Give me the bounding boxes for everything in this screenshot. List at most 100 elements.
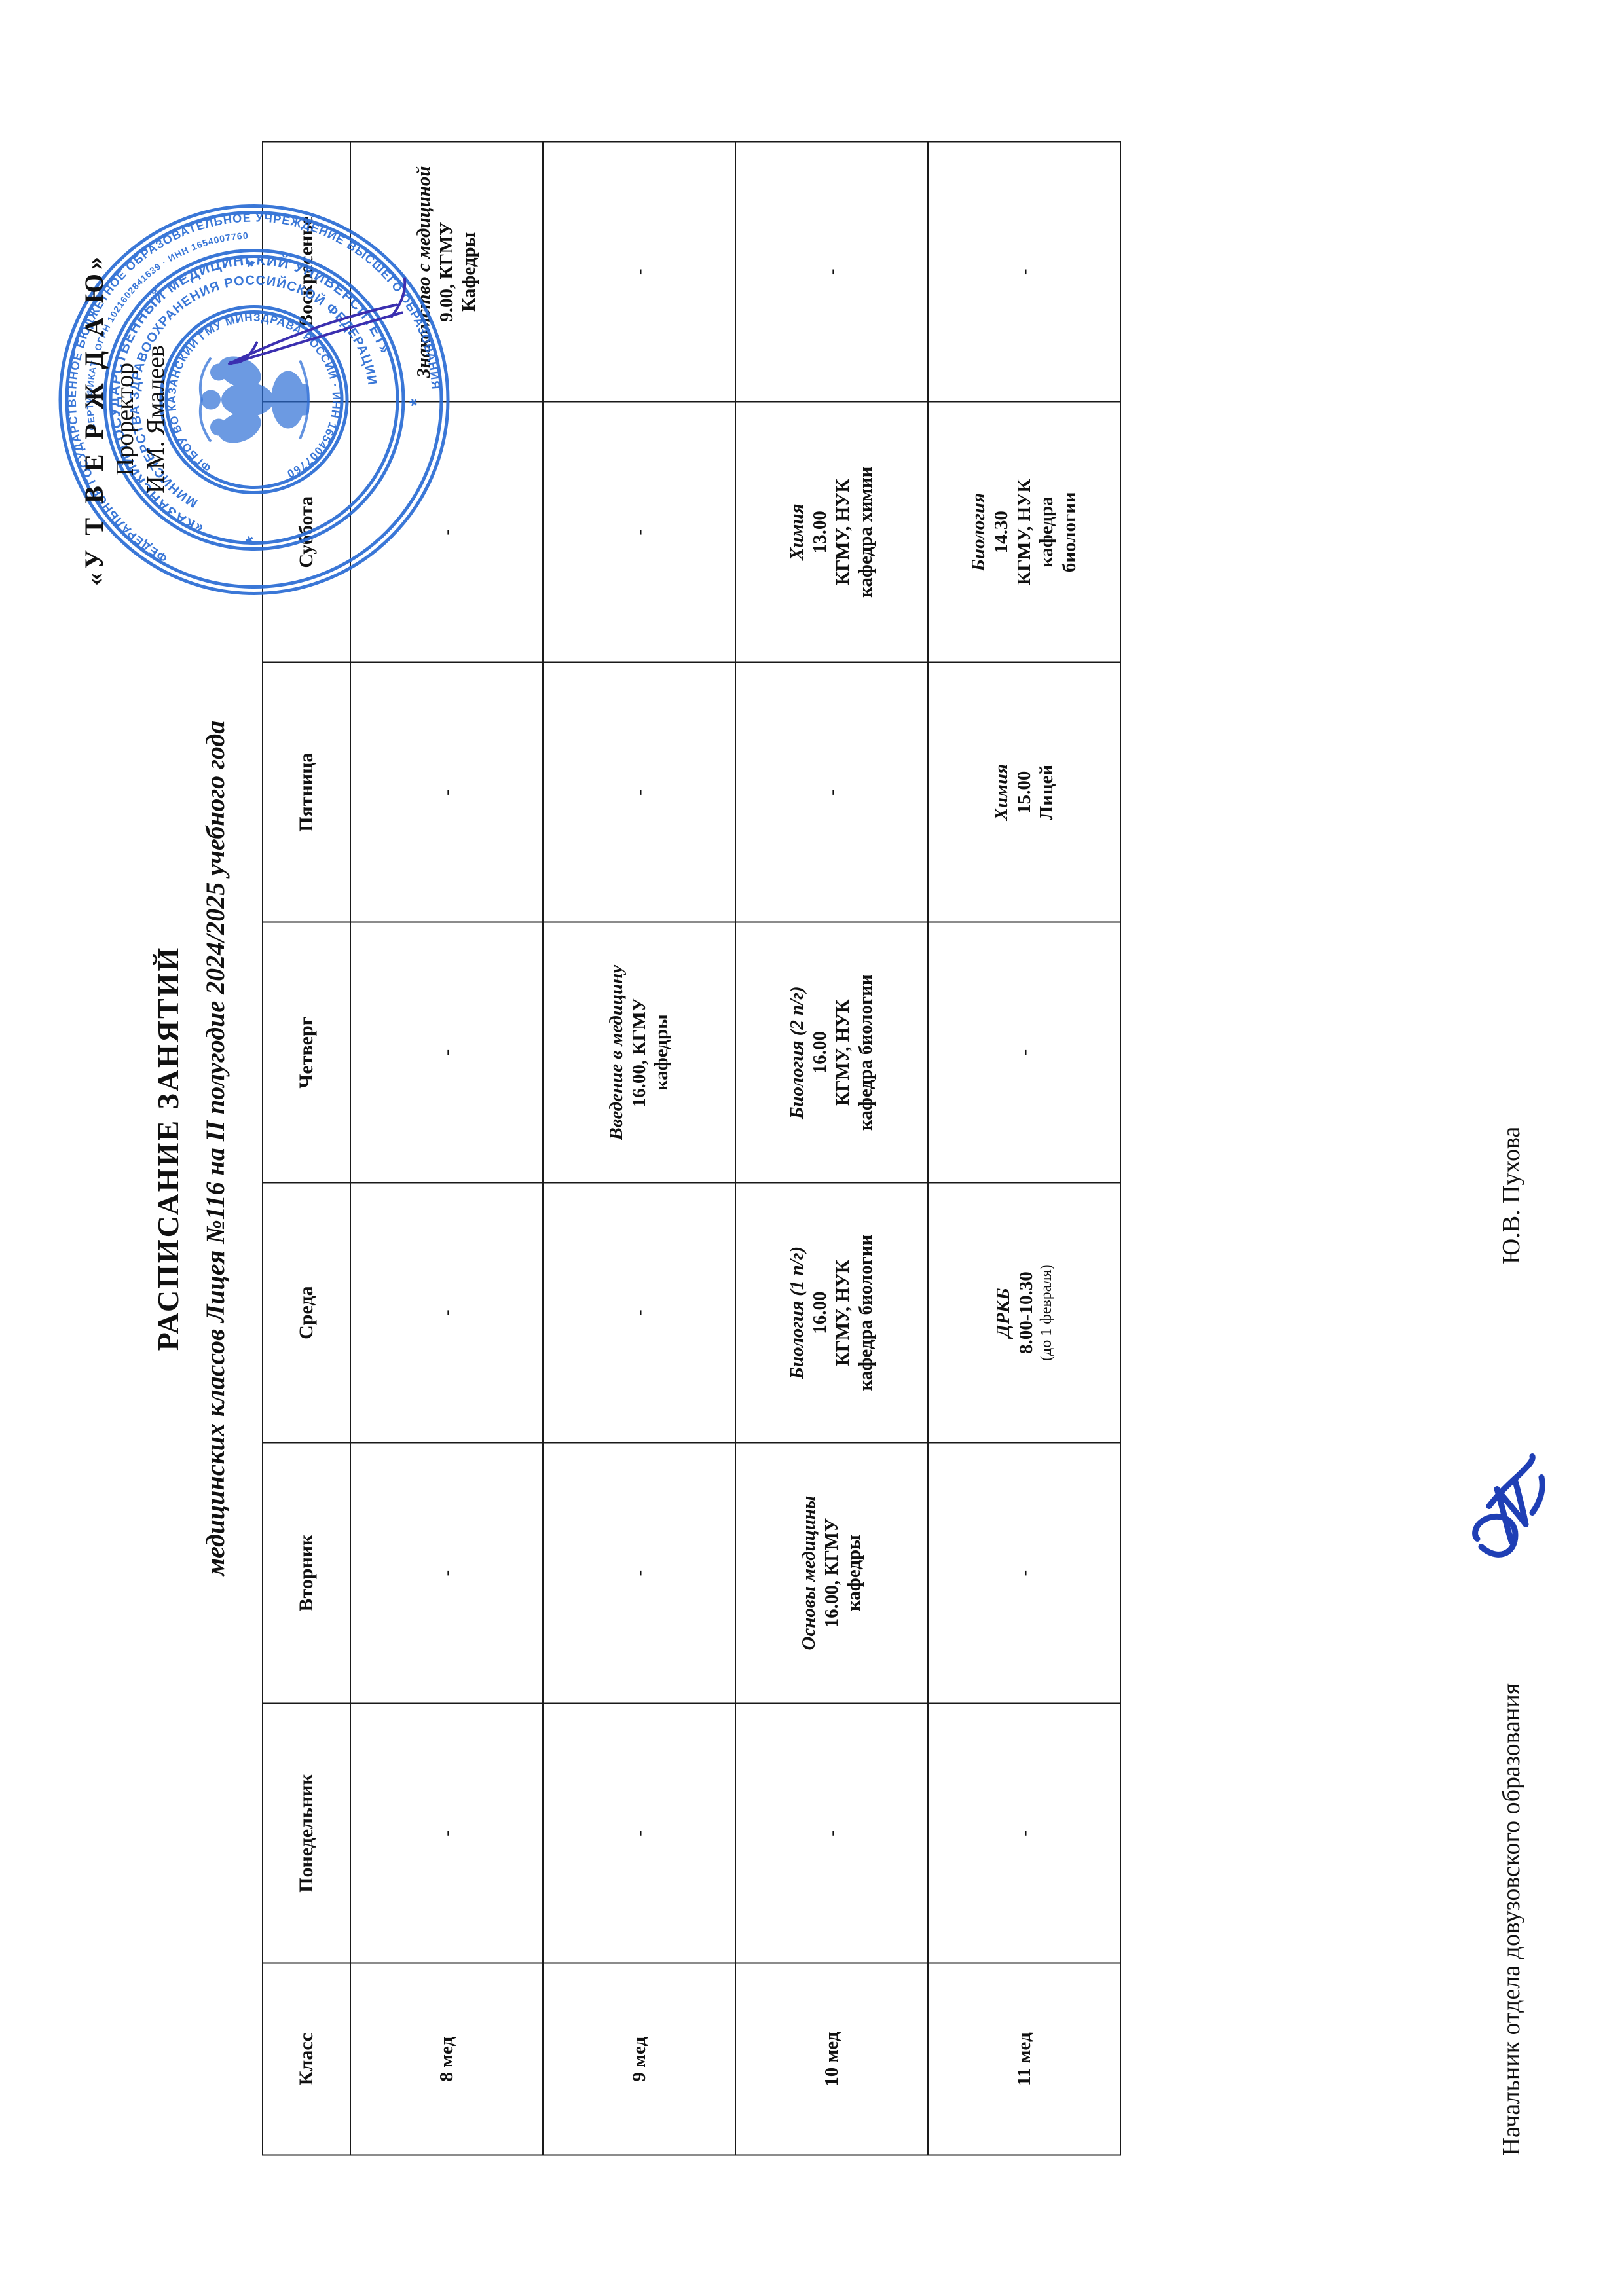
lesson-detail-2: кафедра биологии [855, 974, 876, 1131]
class-label-3: 11 мед [928, 1963, 1120, 2155]
table-header-row: Класс Понедельник Вторник Среда Четверг Пятни… [263, 141, 350, 2155]
lesson-block: Химия 15.00 Лицей [990, 666, 1058, 917]
schedule-table-body: 8 мед - - - - - - Знакомство с медициной 9.00, К… [350, 141, 1120, 2155]
lesson-cell-3-0: - [928, 1702, 1120, 1963]
lesson-subject: Введение в медицину [605, 964, 627, 1140]
lesson-subject: Химия [990, 763, 1012, 820]
svg-text:*: * [242, 259, 264, 267]
lesson-cell-0-1: - [350, 1442, 543, 1703]
lesson-detail-1: КГМУ, НУК [832, 1259, 853, 1366]
class-label-2: 10 мед [735, 1963, 928, 2155]
approval-word: «У Т В Е Р Ж Д А Ю» [79, 252, 109, 586]
lesson-cell-3-2: ДРКБ 8.00-10.30 (до 1 февраля) [928, 1182, 1120, 1443]
lesson-detail-1: кафедры [843, 1534, 865, 1611]
lesson-subject: Химия [786, 503, 808, 560]
lesson-detail-0: 14.30 [990, 510, 1012, 553]
lesson-detail-2: кафедра химии [855, 466, 876, 598]
lesson-detail-1: КГМУ, НУК [1013, 479, 1035, 585]
lesson-cell-0-2: - [350, 1182, 543, 1443]
lesson-cell-0-5: - [350, 401, 543, 662]
lesson-cell-2-0: - [735, 1702, 928, 1963]
column-header-0: Класс [263, 1963, 350, 2155]
approval-block: «У Т В Е Р Ж Д А Ю» Проректор И.М. Ямале… [79, 124, 171, 714]
lesson-detail-1: КГМУ, НУК [832, 479, 853, 585]
lesson-detail-0: 16.00, КГМУ [821, 1518, 842, 1628]
lesson-detail-0: 15.00 [1013, 771, 1035, 814]
lesson-subject: Биология (1 п/г) [786, 1246, 808, 1379]
column-header-3: Среда [263, 1182, 350, 1443]
lesson-cell-3-6: - [928, 141, 1120, 402]
lesson-block: Биология 14.30 КГМУ, НУК кафедра биологии [967, 406, 1081, 657]
approval-role: Проректор [111, 362, 139, 476]
schedule-table-head: Класс Понедельник Вторник Среда Четверг Пятни… [263, 141, 350, 2155]
lesson-cell-1-4: - [543, 661, 735, 922]
lesson-block: Химия 13.00 КГМУ, НУК кафедра химии [786, 406, 877, 657]
lesson-cell-2-3: Биология (2 п/г) 16.00 КГМУ, НУК кафедра би… [735, 922, 928, 1182]
lesson-cell-1-2: - [543, 1182, 735, 1443]
class-label-1: 9 мед [543, 1963, 735, 2155]
lesson-detail-2: кафедра [1036, 496, 1058, 568]
lesson-detail-0: 16.00 [809, 1030, 831, 1074]
column-header-6: Суббота [263, 401, 350, 662]
lesson-cell-0-6: Знакомство с медициной 9.00, КГМУ Кафедры [350, 141, 543, 402]
lesson-block: Знакомство с медициной 9.00, КГМУ Кафедры [413, 146, 481, 397]
schedule-table: Класс Понедельник Вторник Среда Четверг Пятни… [262, 141, 1121, 2155]
page-subtitle: медицинских классов Лицея №116 на II пол… [200, 720, 230, 1576]
lesson-cell-2-5: Химия 13.00 КГМУ, НУК кафедра химии [735, 401, 928, 662]
lesson-detail-1: КГМУ, НУК [832, 998, 853, 1106]
lesson-cell-2-6: - [735, 141, 928, 402]
lesson-detail-1: кафедры [651, 1013, 673, 1091]
table-row: 11 мед - - ДРКБ 8.00-10.30 (до 1 февраля) - Хим… [928, 141, 1120, 2155]
lesson-subject: ДРКБ [992, 1287, 1014, 1338]
lesson-cell-0-0: - [350, 1702, 543, 1963]
class-label-0: 8 мед [350, 1963, 543, 2155]
lesson-block: ДРКБ 8.00-10.30 (до 1 февраля) [992, 1187, 1056, 1438]
lesson-cell-3-5: Биология 14.30 КГМУ, НУК кафедра биологии [928, 401, 1120, 662]
lesson-cell-1-3: Введение в медицину 16.00, КГМУ кафедры [543, 922, 735, 1182]
svg-text:*: * [242, 536, 264, 543]
column-header-1: Понедельник [263, 1702, 350, 1963]
column-header-5: Пятница [263, 661, 350, 922]
footer-signature-line: Начальник отдела довузовского образовани… [1472, 141, 1545, 2155]
lesson-detail-0: 9.00, КГМУ [435, 221, 457, 322]
lesson-cell-3-1: - [928, 1442, 1120, 1703]
lesson-cell-1-0: - [543, 1702, 735, 1963]
table-row: 8 мед - - - - - - Знакомство с медициной 9.00, К… [350, 141, 543, 2155]
schedule-table-wrap: Класс Понедельник Вторник Среда Четверг Пятни… [262, 141, 1121, 2155]
table-row: 9 мед - - - Введение в медицину 16.00, КГМУ ка… [543, 141, 735, 2155]
column-header-2: Вторник [263, 1442, 350, 1703]
lesson-block: Биология (2 п/г) 16.00 КГМУ, НУК кафедра би… [786, 926, 877, 1177]
lesson-detail-1: Лицей [1036, 764, 1058, 820]
lesson-detail-3: биологии [1059, 491, 1080, 572]
lesson-cell-3-3: - [928, 922, 1120, 1182]
approval-person: И.М. Ямалеев [142, 344, 170, 494]
lesson-cell-2-4: - [735, 661, 928, 922]
lesson-note: (до 1 февраля) [1038, 1264, 1056, 1361]
handwritten-signature-icon [1434, 1414, 1545, 1584]
lesson-cell-1-6: - [543, 141, 735, 402]
lesson-block: Биология (1 п/г) 16.00 КГМУ, НУК кафедра би… [786, 1187, 877, 1438]
column-header-7: Воскресенье [263, 141, 350, 402]
lesson-detail-2: кафедра биологии [855, 1234, 876, 1391]
lesson-block: Основы медицины 16.00, КГМУ кафедры [798, 1447, 866, 1698]
signature-area [1472, 1264, 1545, 1683]
lesson-detail-0: 16.00, КГМУ [628, 997, 650, 1107]
column-header-4: Четверг [263, 922, 350, 1182]
lesson-detail-1: Кафедры [458, 232, 480, 312]
lesson-detail-0: 13.00 [809, 510, 831, 553]
lesson-subject: Биология [968, 492, 989, 571]
lesson-subject: Основы медицины [798, 1495, 819, 1650]
lesson-cell-2-1: Основы медицины 16.00, КГМУ кафедры [735, 1442, 928, 1703]
lesson-cell-0-3: - [350, 922, 543, 1182]
lesson-block: Введение в медицину 16.00, КГМУ кафедры [605, 926, 673, 1177]
table-row: 10 мед - Основы медицины 16.00, КГМУ кафедры… [735, 141, 928, 2155]
lesson-subject: Знакомство с медициной [413, 165, 434, 378]
lesson-detail-0: 16.00 [809, 1291, 831, 1334]
lesson-cell-1-5: - [543, 401, 735, 662]
lesson-cell-1-1: - [543, 1442, 735, 1703]
lesson-subject: Биология (2 п/г) [786, 985, 808, 1119]
lesson-detail-0: 8.00-10.30 [1015, 1271, 1037, 1354]
footer-person: Ю.В. Пухова [1498, 1126, 1525, 1264]
